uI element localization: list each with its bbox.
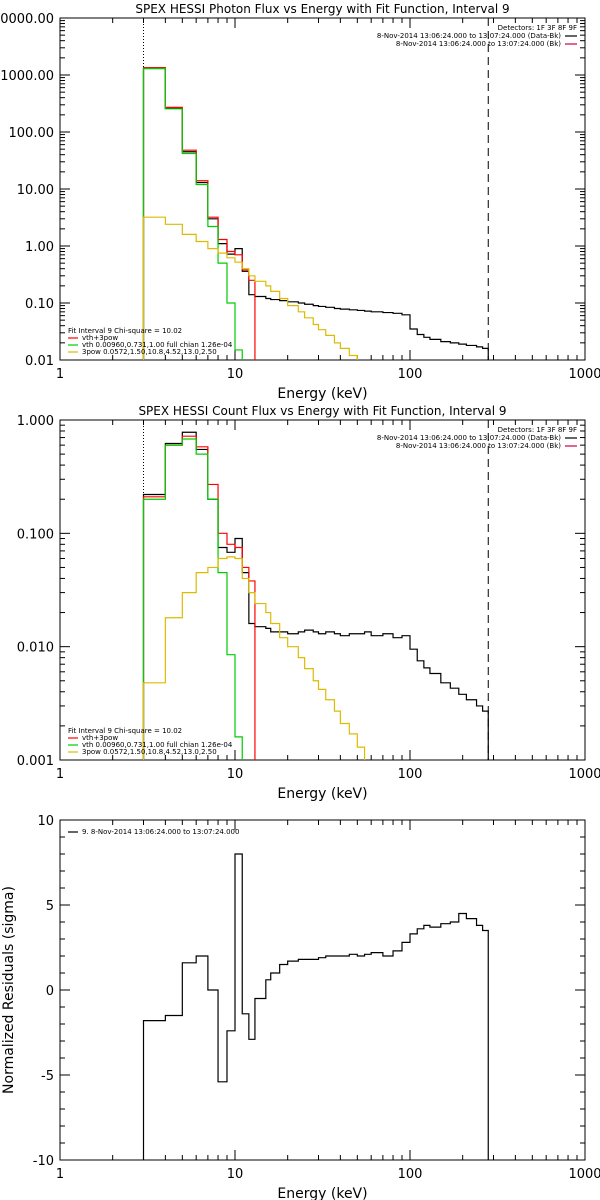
x-axis-label: Energy (keV) [277, 386, 367, 402]
plot-frame [59, 419, 586, 761]
chart-panel-2: SPEX HESSI Count Flux vs Energy with Fit… [17, 404, 600, 802]
x-axis-label: Energy (keV) [277, 786, 367, 802]
series-3pow [142, 556, 366, 760]
legend-left-entry: 3pow 0.0572,1.50,10.8,4.52,13.0,2.50 [82, 748, 217, 756]
y-tick-label: 5 [46, 899, 54, 914]
y-tick-label: 1000.00 [0, 69, 54, 84]
legend-left-entry: vth+3pow [82, 334, 118, 342]
legend-left-entry: vth 0.00960,0.731,1.00 full chian 1.26e-… [82, 741, 233, 749]
plot-frame [59, 17, 586, 361]
y-tick-label: -10 [33, 1154, 54, 1169]
y-tick-label: 10 [37, 814, 54, 829]
detectors-label: Detectors: 1F 3F 8F 9F [498, 24, 577, 32]
y-tick-label: 100.00 [9, 126, 55, 141]
y-tick-label: -5 [41, 1069, 54, 1084]
y-tick-label: 0 [46, 984, 54, 999]
x-tick-label: 100 [398, 1167, 423, 1182]
x-tick-label: 1000 [568, 367, 600, 382]
legend-right-entry: 8-Nov-2014 13:06:24.000 to 13:07:24.000 … [377, 434, 561, 442]
series-3pow [142, 216, 358, 360]
y-tick-label: 0.01 [25, 354, 54, 369]
legend-right-entry: 8-Nov-2014 13:06:24.000 to 13:07:24.000 … [396, 442, 561, 450]
series-vth-3pow [142, 435, 256, 760]
plot-area [142, 431, 489, 760]
chart-title: SPEX HESSI Photon Flux vs Energy with Fi… [135, 2, 509, 16]
series-data [142, 67, 489, 360]
x-tick-label: 1000 [568, 767, 600, 782]
y-tick-label: 10.00 [17, 183, 54, 198]
chart-panel-3: Energy (keV) Normalized Residuals (sigma)… [1, 814, 600, 1200]
x-tick-label: 1000 [568, 1167, 600, 1182]
chart-title: SPEX HESSI Count Flux vs Energy with Fit… [138, 404, 506, 418]
series-vth [142, 438, 243, 760]
y-tick-label: 1.000 [17, 414, 54, 429]
x-tick-label: 100 [398, 367, 423, 382]
plot-frame [59, 819, 586, 1161]
x-tick-label: 1 [56, 367, 64, 382]
x-tick-label: 1 [56, 1167, 64, 1182]
series-data [142, 431, 489, 760]
x-tick-label: 100 [398, 767, 423, 782]
x-tick-label: 10 [227, 367, 244, 382]
plot-area [142, 66, 489, 360]
y-tick-label: 0.001 [17, 754, 54, 769]
x-axis-label: Energy (keV) [277, 1186, 367, 1200]
y-tick-label: 0.100 [17, 527, 54, 542]
detectors-label: Detectors: 1F 3F 8F 9F [498, 426, 577, 434]
y-tick-label: 1.00 [25, 240, 54, 255]
x-tick-label: 10 [227, 767, 244, 782]
x-tick-label: 10 [227, 1167, 244, 1182]
legend-left-entry: vth+3pow [82, 734, 118, 742]
y-tick-label: 0.010 [17, 641, 54, 656]
y-tick-label: 0.10 [25, 297, 54, 312]
legend-right-entry: 8-Nov-2014 13:06:24.000 to 13:07:24.000 … [396, 40, 561, 48]
series-vth-3pow [142, 66, 256, 360]
y-axis-label: Normalized Residuals (sigma) [1, 886, 17, 1094]
legend-left-entry: vth 0.00960,0.731,1.00 full chian 1.26e-… [82, 341, 233, 349]
chart-panel-1: SPEX HESSI Photon Flux vs Energy with Fi… [0, 2, 600, 402]
plot-area [142, 853, 489, 1160]
legend-left-entry: 3pow 0.0572,1.50,10.8,4.52,13.0,2.50 [82, 348, 217, 356]
x-tick-label: 1 [56, 767, 64, 782]
legend-left-entry: 9. 8-Nov-2014 13:06:24.000 to 13:07:24.0… [82, 828, 239, 836]
series-vth [142, 67, 243, 360]
legend-right-entry: 8-Nov-2014 13:06:24.000 to 13:07:24.000 … [377, 32, 561, 40]
legend-left-entry: Fit Interval 9 Chi-square = 10.02 [68, 727, 182, 735]
legend-left-entry: Fit Interval 9 Chi-square = 10.02 [68, 327, 182, 335]
series-residuals [142, 853, 489, 1160]
